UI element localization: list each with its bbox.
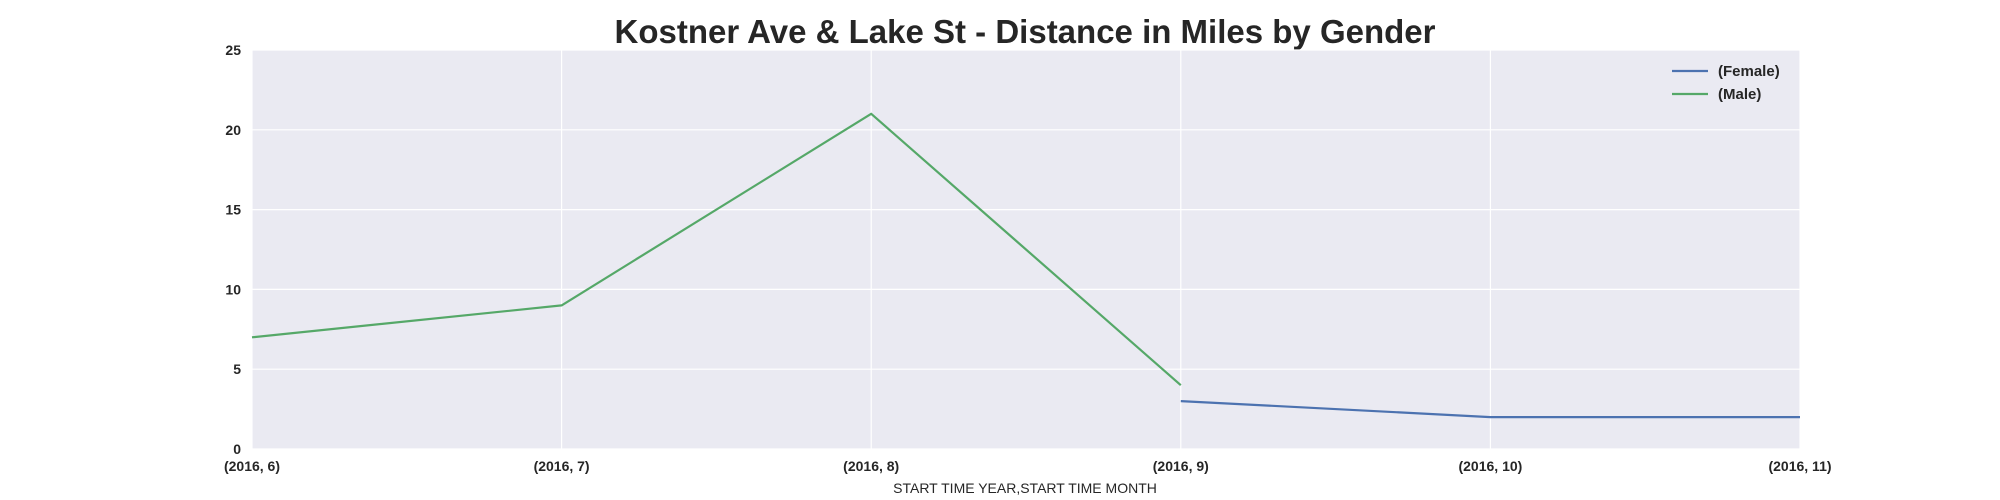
legend: (Female) (Male) xyxy=(1672,63,1780,103)
x-tick-label: (2016, 10) xyxy=(1458,458,1522,474)
x-tick-label: (2016, 9) xyxy=(1153,458,1209,474)
legend-label-male: (Male) xyxy=(1718,86,1761,103)
x-tick-label: (2016, 11) xyxy=(1768,458,1831,474)
x-tick-label: (2016, 6) xyxy=(224,458,280,474)
y-tick-label: 10 xyxy=(225,281,241,297)
y-tick-label: 15 xyxy=(225,202,241,218)
y-tick-label: 5 xyxy=(233,361,241,377)
x-tick-label: (2016, 8) xyxy=(843,458,899,474)
y-tick-label: 20 xyxy=(225,122,241,138)
series-layer xyxy=(251,112,1801,419)
y-tick-labels: 0 5 10 15 20 25 xyxy=(225,42,241,457)
chart-title: Kostner Ave & Lake St - Distance in Mile… xyxy=(615,13,1436,50)
x-axis-label: START TIME YEAR,START TIME MONTH xyxy=(893,480,1157,496)
series-line-male xyxy=(251,112,1182,387)
y-tick-label: 25 xyxy=(225,42,241,58)
x-tick-labels: (2016, 6) (2016, 7) (2016, 8) (2016, 9) (201… xyxy=(224,458,1832,474)
grid-lines xyxy=(251,49,1801,450)
series-line-female xyxy=(1180,400,1800,419)
y-tick-label: 0 xyxy=(233,441,241,457)
legend-label-female: (Female) xyxy=(1718,63,1780,80)
x-tick-label: (2016, 7) xyxy=(534,458,590,474)
